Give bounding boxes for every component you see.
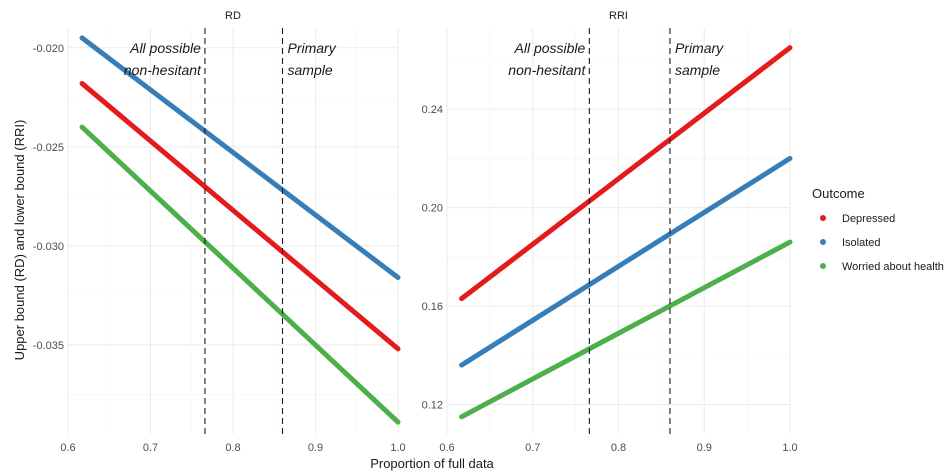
annotation-label: sample	[675, 62, 720, 78]
y-tick-label: -0.035	[33, 340, 64, 352]
legend-label: Isolated	[842, 237, 881, 249]
legend-title: Outcome	[812, 186, 865, 201]
x-tick-label: 0.8	[611, 442, 626, 454]
legend-key	[820, 239, 826, 245]
annotation-label: All possible	[514, 40, 586, 56]
x-tick-label: 0.7	[525, 442, 540, 454]
annotation-label: non-hesitant	[124, 62, 202, 78]
legend-key	[820, 263, 826, 269]
legend-label: Worried about health	[842, 261, 944, 273]
series-line-worried-about-health	[82, 127, 398, 422]
x-tick-label: 0.6	[439, 442, 454, 454]
annotation-label: non-hesitant	[508, 62, 586, 78]
x-tick-label: 0.7	[143, 442, 158, 454]
y-tick-label: -0.020	[33, 43, 64, 55]
y-tick-label: -0.030	[33, 241, 64, 253]
x-tick-label: 0.8	[225, 442, 240, 454]
annotation-label: sample	[288, 62, 333, 78]
x-tick-label: 0.9	[308, 442, 323, 454]
y-tick-label: 0.20	[422, 203, 443, 215]
legend-label: Depressed	[842, 213, 895, 225]
annotation-label: Primary	[288, 40, 337, 56]
panel-rd: 0.6 0.7 0.8 0.9 1.0 -0.020 -0.025 -0.030 -0.035 R…	[33, 10, 406, 454]
panel-rri: 0.6 0.7 0.8 0.9 1.0 0.12 0.16 0.20 0.24 RRI All po…	[422, 10, 798, 454]
y-tick-label: -0.025	[33, 142, 64, 154]
annotation-label: All possible	[129, 40, 201, 56]
facet-strip-label: RD	[225, 10, 241, 22]
series-line-depressed	[82, 83, 398, 348]
x-tick-label: 0.9	[697, 442, 712, 454]
y-tick-label: 0.12	[422, 399, 443, 411]
y-tick-label: 0.24	[422, 104, 443, 116]
x-tick-label: 1.0	[390, 442, 405, 454]
x-tick-label: 1.0	[782, 442, 797, 454]
facet-strip-label: RRI	[609, 10, 628, 22]
series-line-worried-about-health	[462, 242, 790, 417]
x-tick-label: 0.6	[60, 442, 75, 454]
legend: Outcome Depressed Isolated Worried about h…	[812, 186, 944, 273]
legend-key	[820, 215, 826, 221]
x-axis-title: Proportion of full data	[370, 456, 494, 471]
annotation-label: Primary	[675, 40, 724, 56]
y-tick-label: 0.16	[422, 301, 443, 313]
y-axis-title: Upper bound (RD) and lower bound (RRI)	[12, 120, 27, 361]
